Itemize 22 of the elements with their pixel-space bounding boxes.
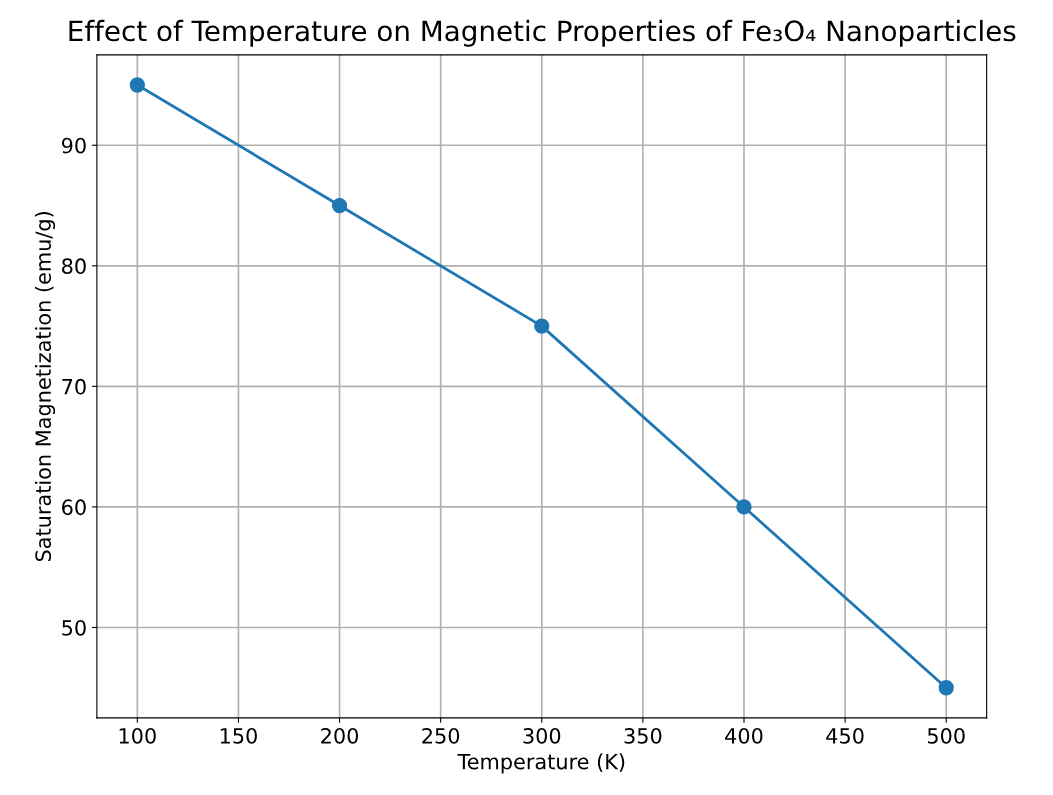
point [534, 318, 550, 334]
y-tick-label: 60 [62, 499, 86, 516]
x-tick-label: 250 [422, 727, 460, 744]
y-axis-title: Saturation Magnetization (emu/g) [34, 212, 56, 562]
x-tick-label: 100 [119, 727, 156, 744]
x-tick-label: 500 [927, 727, 965, 744]
point [331, 197, 348, 214]
point [129, 77, 145, 93]
x-tick-label: 350 [624, 727, 662, 744]
x-tick-label: 450 [826, 727, 864, 744]
x-tick-label: 200 [321, 727, 359, 744]
x-axis-title: Temperature (K) [457, 753, 625, 774]
point [938, 680, 954, 696]
y-tick-label: 80 [62, 258, 86, 275]
x-tick-label: 150 [220, 727, 257, 744]
x-tick-label: 400 [725, 727, 763, 744]
x-tick-label: 300 [523, 727, 561, 744]
y-tick-label: 70 [62, 378, 86, 395]
point [736, 499, 752, 515]
y-tick-label: 50 [62, 619, 86, 636]
y-tick-label: 90 [61, 137, 86, 154]
chart-title: Effect of Temperature on Magnetic Properties of Fe₃O₄ Nanoparticles [69, 19, 1016, 47]
